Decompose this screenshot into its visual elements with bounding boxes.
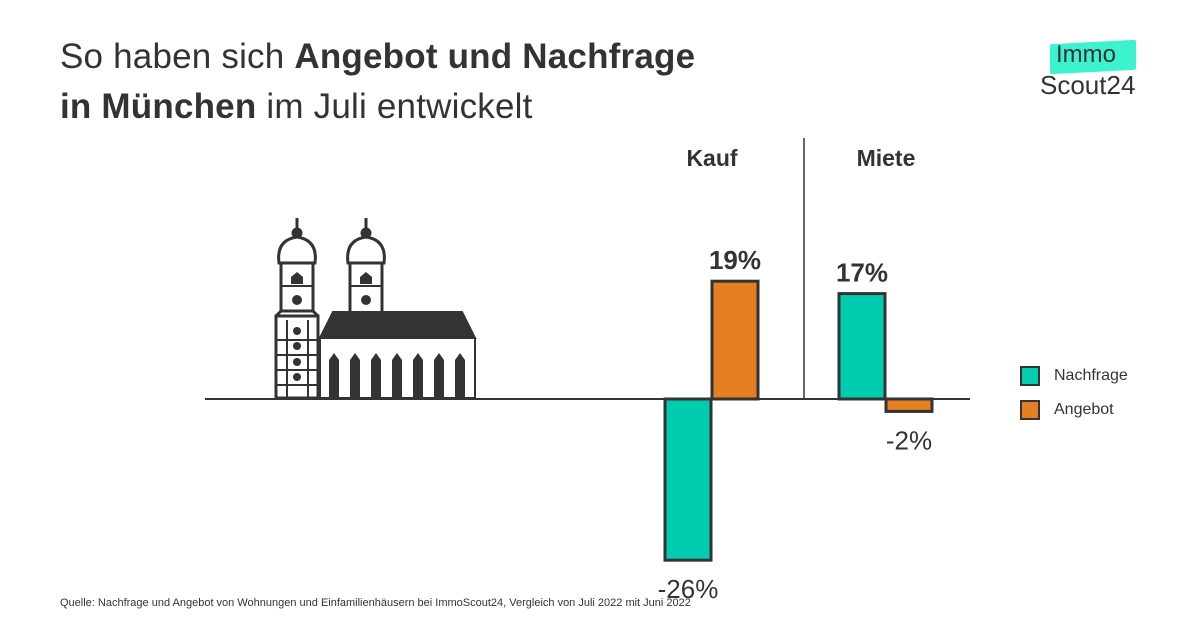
bar-angebot-kauf: [710, 279, 760, 401]
immoscout24-logo: Immo Scout24: [1038, 39, 1148, 102]
bar-nachfrage-miete: [837, 292, 887, 401]
legend-item-angebot: Angebot: [1020, 399, 1128, 421]
frauenkirche-munich-icon: [274, 218, 477, 400]
data-label-nachfrage-kauf: -26%: [658, 574, 719, 604]
title-bold-1: Angebot und Nachfrage: [294, 37, 696, 76]
bar-nachfrage-kauf: [663, 397, 713, 562]
legend-label-nachfrage: Nachfrage: [1054, 367, 1128, 384]
data-label-nachfrage-miete: 17%: [836, 258, 888, 288]
title-regular-2: im Juli entwickelt: [256, 87, 533, 126]
legend-item-nachfrage: Nachfrage: [1020, 365, 1128, 387]
category-label-miete: Miete: [857, 145, 916, 171]
legend-label-angebot: Angebot: [1054, 401, 1114, 418]
legend-swatch-angebot: [1020, 400, 1040, 420]
title-regular-1: So haben sich: [60, 37, 295, 76]
data-label-angebot-kauf: 19%: [709, 245, 761, 275]
category-label-kauf: Kauf: [686, 145, 737, 171]
page-title: So haben sich Angebot und Nachfrage in M…: [60, 32, 695, 132]
source-note: Quelle: Nachfrage und Angebot von Wohnun…: [60, 597, 691, 609]
legend-swatch-nachfrage: [1020, 366, 1040, 386]
title-bold-2: in München: [60, 87, 257, 126]
legend: Nachfrage Angebot: [1020, 365, 1128, 433]
data-label-angebot-miete: -2%: [886, 425, 932, 455]
logo-immo-text: Immo: [1056, 41, 1116, 68]
logo-scout-text: Scout24: [1040, 70, 1136, 100]
bar-angebot-miete: [884, 397, 934, 413]
